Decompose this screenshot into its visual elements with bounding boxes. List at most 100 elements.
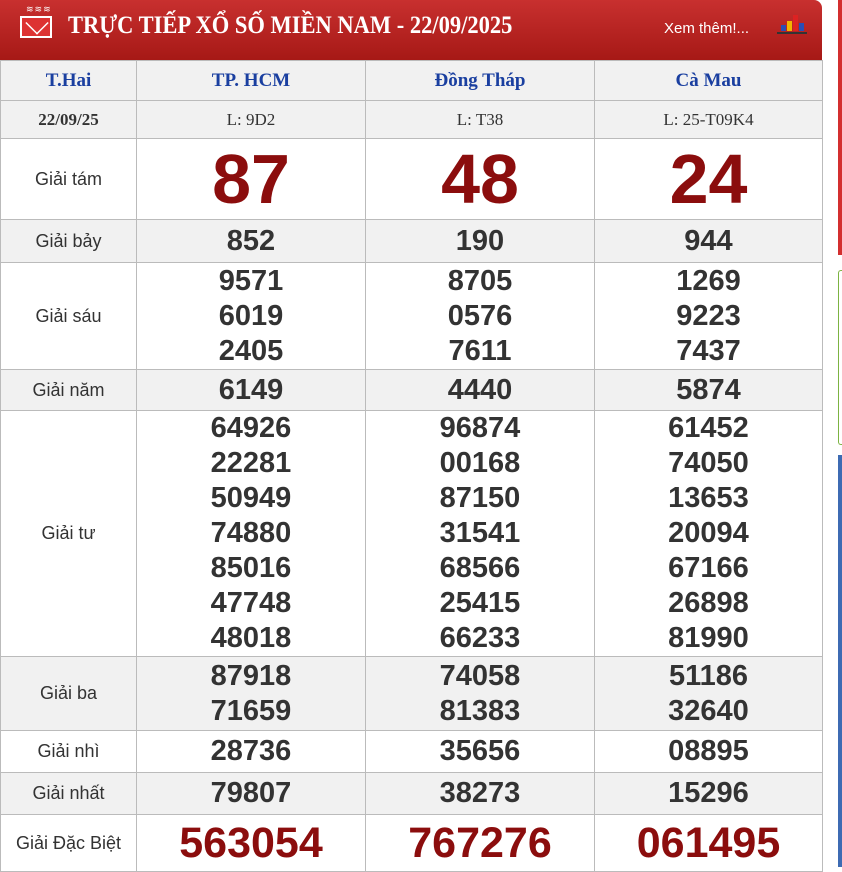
ticket-code: L: 25-T09K4	[594, 100, 823, 139]
province-header[interactable]: Cà Mau	[594, 60, 823, 101]
prize-number: 08895	[668, 735, 749, 767]
ticket-row: 22/09/25 L: 9D2 L: T38 L: 25-T09K4	[0, 100, 823, 139]
prize-label: Giải tư	[0, 410, 137, 657]
mail-icon	[20, 16, 52, 38]
prize-row: Giải ba 87918 71659 74058 81383 51186 32640	[0, 656, 823, 731]
prize-number: 24	[669, 140, 748, 218]
prize-cell: 563054	[136, 814, 366, 872]
prize-cell: 87918 71659	[136, 656, 366, 731]
prize-row: Giải nhì 28736 35656 08895	[0, 730, 823, 773]
column-header-row: T.Hai TP. HCM Đồng Tháp Cà Mau	[0, 60, 823, 101]
prize-cell: 51186 32640	[594, 656, 823, 731]
prize-number: 47748	[210, 587, 292, 619]
prize-number: 28736	[210, 735, 292, 767]
prize-cell: 9571 6019 2405	[136, 262, 366, 370]
prize-label: Giải ba	[0, 656, 137, 731]
prize-number: 22281	[210, 447, 292, 479]
see-more-link[interactable]: Xem thêm!...	[664, 20, 750, 37]
prize-number: 9571	[218, 264, 284, 297]
bar-chart-icon[interactable]	[777, 12, 807, 34]
prize-cell: 1269 9223 7437	[594, 262, 823, 370]
prize-number: 190	[455, 224, 505, 257]
prize-row: Giải sáu 9571 6019 2405 8705 0576 7611 1269 9223…	[0, 262, 823, 370]
prize-cell: 28736	[136, 730, 366, 773]
prize-number: 20094	[668, 517, 749, 549]
prize-number: 81383	[439, 694, 521, 727]
prize-number: 50949	[210, 482, 292, 514]
prize-number: 48018	[210, 622, 292, 654]
prize-cell: 4440	[365, 369, 595, 411]
prize-row: Giải bảy 852 190 944	[0, 219, 823, 263]
prize-row: Giải nhất 79807 38273 15296	[0, 772, 823, 815]
prize-number: 4440	[447, 373, 513, 406]
prize-number: 85016	[210, 552, 292, 584]
ticket-code: L: T38	[365, 100, 595, 139]
prize-label: Giải tám	[0, 138, 137, 220]
ticket-code: L: 9D2	[136, 100, 366, 139]
prize-number: 64926	[210, 412, 292, 444]
prize-cell: 852	[136, 219, 366, 263]
prize-cell: 08895	[594, 730, 823, 773]
prize-label: Giải bảy	[0, 219, 137, 263]
day-header: T.Hai	[0, 60, 137, 101]
side-accent-red	[838, 0, 842, 255]
prize-number: 00168	[439, 447, 521, 479]
prize-cell: 24	[594, 138, 823, 220]
prize-cell: 944	[594, 219, 823, 263]
prize-number: 6019	[218, 299, 284, 332]
prize-label: Giải sáu	[0, 262, 137, 370]
prize-cell: 48	[365, 138, 595, 220]
prize-number: 944	[684, 224, 733, 257]
prize-cell: 767276	[365, 814, 595, 872]
province-header[interactable]: Đồng Tháp	[365, 60, 595, 101]
prize-cell: 79807	[136, 772, 366, 815]
prize-number: 25415	[439, 587, 521, 619]
prize-number: 74058	[439, 659, 521, 692]
prize-number: 87150	[439, 482, 521, 514]
prize-number: 1269	[676, 264, 741, 297]
prize-number: 31541	[439, 517, 521, 549]
prize-number: 74880	[210, 517, 292, 549]
prize-number: 48	[441, 140, 519, 218]
prize-number: 5874	[676, 373, 741, 406]
prize-number: 13653	[668, 482, 749, 514]
prize-row: Giải tám 87 48 24	[0, 138, 823, 220]
prize-number: 26898	[668, 587, 749, 619]
prize-row: Giải tư 64926 22281 50949 74880 85016 47748 480…	[0, 410, 823, 657]
prize-cell: 35656	[365, 730, 595, 773]
prize-number: 2405	[218, 334, 284, 367]
prize-number: 7611	[448, 334, 512, 367]
side-accent-blue	[838, 455, 842, 867]
prize-number: 35656	[439, 735, 521, 767]
prize-number: 96874	[439, 412, 521, 444]
prize-number: 81990	[668, 622, 749, 654]
side-accent-green	[838, 270, 842, 445]
prize-cell: 5874	[594, 369, 823, 411]
prize-cell: 61452 74050 13653 20094 67166 26898 81990	[594, 410, 823, 657]
prize-number: 0576	[447, 299, 513, 332]
province-header[interactable]: TP. HCM	[136, 60, 366, 101]
prize-row: Giải năm 6149 4440 5874	[0, 369, 823, 411]
prize-cell: 87	[136, 138, 366, 220]
results-table: T.Hai TP. HCM Đồng Tháp Cà Mau 22/09/25 …	[0, 60, 823, 872]
prize-number: 6149	[218, 373, 284, 406]
prize-number: 38273	[439, 777, 521, 809]
prize-number: 68566	[439, 552, 521, 584]
prize-cell: 74058 81383	[365, 656, 595, 731]
steam-icon: ≋≋≋	[26, 4, 52, 14]
prize-number: 79807	[210, 777, 292, 809]
prize-cell: 8705 0576 7611	[365, 262, 595, 370]
prize-number: 7437	[676, 334, 741, 367]
prize-cell: 6149	[136, 369, 366, 411]
prize-cell: 061495	[594, 814, 823, 872]
prize-number: 563054	[179, 818, 323, 867]
prize-number: 852	[226, 224, 276, 257]
prize-number: 51186	[668, 659, 749, 692]
prize-number: 87	[212, 140, 290, 218]
prize-number: 8705	[447, 264, 513, 297]
prize-cell: 190	[365, 219, 595, 263]
prize-number: 767276	[408, 818, 552, 867]
prize-label: Giải Đặc Biệt	[0, 814, 137, 872]
prize-number: 15296	[668, 777, 749, 809]
prize-number: 67166	[668, 552, 749, 584]
